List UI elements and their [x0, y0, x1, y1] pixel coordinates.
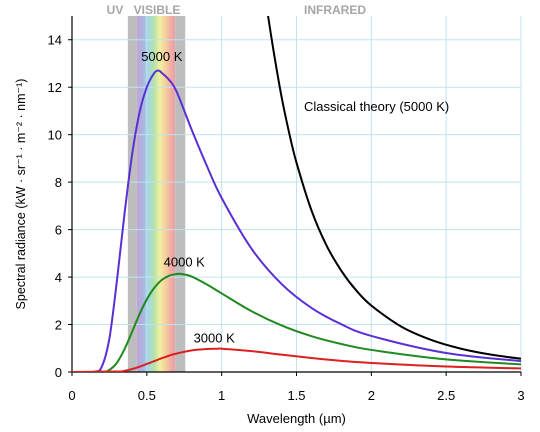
- region-label-infrared: INFRARED: [304, 3, 366, 17]
- y-tick-label: 8: [55, 175, 62, 190]
- x-tick-label: 2.5: [437, 388, 455, 403]
- series-3000k-line: [72, 347, 521, 372]
- label-3000k: 3000 K: [194, 330, 236, 345]
- y-tick-label: 6: [55, 223, 62, 238]
- y-tick-label: 14: [48, 33, 62, 48]
- y-tick-label: 2: [55, 318, 62, 333]
- x-tick-label: 0.5: [138, 388, 156, 403]
- spectrum-bands: [127, 16, 186, 372]
- series-4000k-line: [72, 272, 521, 372]
- x-tick-label: 2: [368, 388, 375, 403]
- label-classical-theory: Classical theory (5000 K): [304, 99, 449, 114]
- label-5000k: 5000 K: [141, 49, 183, 64]
- label-4000k: 4000 K: [164, 254, 206, 269]
- y-tick-label: 4: [55, 270, 62, 285]
- uv-edge-band: [127, 16, 137, 372]
- x-tick-label: 0: [68, 388, 75, 403]
- x-tick-label: 1: [218, 388, 225, 403]
- series-classical-theory-line: [267, 16, 521, 360]
- x-tick-label: 1.5: [287, 388, 305, 403]
- series-lines: [72, 16, 521, 372]
- x-axis-title: Wavelength (µm): [247, 411, 346, 426]
- infrared-edge-band: [175, 16, 186, 372]
- visible-spectrum-band: [136, 16, 176, 372]
- region-label-visible: VISIBLE: [134, 3, 181, 17]
- chart-labels: Wavelength (µm) Spectral radiance (kW · s…: [14, 3, 449, 426]
- axes: 0 0.5 1 1.5 2 2.5 3 0 2 4 6 8 10 12 14: [48, 16, 525, 403]
- y-tick-label: 12: [48, 80, 62, 95]
- y-tick-label: 10: [48, 128, 62, 143]
- x-tick-label: 3: [517, 388, 524, 403]
- region-label-uv: UV: [107, 3, 124, 17]
- y-axis-title: Spectral radiance (kW · sr⁻¹ · m⁻² · nm⁻…: [14, 79, 28, 310]
- y-tick-label: 0: [55, 365, 62, 380]
- series-5000k-line: [72, 69, 521, 372]
